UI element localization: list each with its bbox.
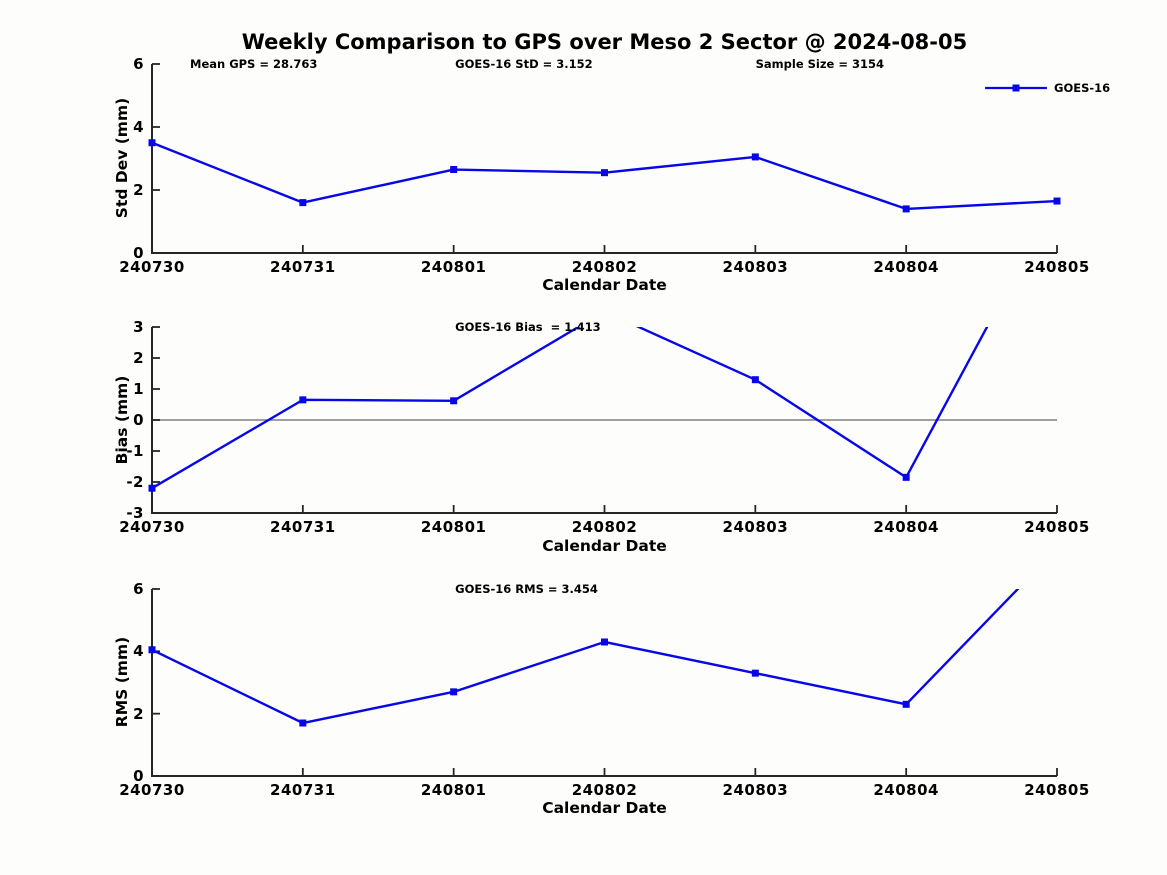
y-tick-label: 0 (133, 244, 144, 262)
x-tick-label: 240802 (571, 518, 638, 536)
axis-spine (151, 64, 1057, 254)
x-tick-label: 240731 (270, 258, 336, 276)
x-tick-label: 240730 (119, 518, 185, 536)
y-tick-label: 4 (133, 118, 144, 136)
data-point-marker (450, 166, 458, 174)
data-point-marker (1053, 197, 1061, 205)
data-point-marker (902, 473, 910, 481)
data-line (151, 327, 989, 490)
y-tick-label: 6 (133, 55, 144, 73)
x-tick-label: 240802 (571, 781, 638, 799)
xlabel-std-dev: Calendar Date (542, 276, 667, 294)
x-tick-label: 240803 (722, 518, 789, 536)
ylabel-rms: RMS (mm) (113, 636, 131, 728)
x-tick-label: 240805 (1024, 258, 1090, 276)
data-point-marker (902, 700, 910, 708)
x-tick-label: 240801 (420, 518, 487, 536)
xlabel-bias: Calendar Date (542, 537, 667, 555)
y-tick-label: 2 (133, 704, 144, 723)
x-tick-label: 240805 (1024, 781, 1090, 799)
x-tick-label: 240802 (571, 258, 638, 276)
data-point-marker (148, 484, 156, 492)
x-tick-label: 240801 (420, 781, 487, 799)
data-point-marker (148, 139, 156, 147)
y-tick-label: -3 (126, 504, 144, 522)
axis-spine (151, 589, 1057, 777)
data-point-marker (450, 397, 458, 405)
data-line (151, 589, 1020, 725)
data-point-marker (902, 205, 910, 213)
x-tick-label: 240730 (119, 781, 185, 799)
x-tick-label: 240731 (270, 781, 336, 799)
y-tick-label: 2 (133, 349, 144, 367)
data-point-marker (299, 719, 307, 727)
y-tick-label: 0 (133, 767, 144, 785)
data-point-marker (751, 669, 759, 677)
y-tick-label: 0 (133, 411, 144, 429)
x-tick-label: 240804 (873, 781, 939, 799)
y-tick-label: -1 (126, 442, 144, 460)
data-point-marker (751, 153, 759, 161)
x-tick-label: 240803 (722, 258, 789, 276)
figure-title: Weekly Comparison to GPS over Meso 2 Sec… (241, 30, 968, 54)
data-point-marker (601, 638, 608, 646)
ylabel-std-dev: Std Dev (mm) (113, 97, 131, 219)
data-point-marker (601, 169, 608, 177)
y-tick-label: -2 (126, 473, 144, 491)
annotation-sample-size: Sample Size = 3154 (755, 57, 884, 71)
x-tick-label: 240730 (119, 258, 185, 276)
legend-label: GOES-16 (1054, 81, 1111, 95)
x-tick-label: 240805 (1024, 518, 1090, 536)
data-point-marker (450, 688, 458, 696)
annotation-goes16-rms: GOES-16 RMS = 3.454 (455, 582, 598, 596)
data-point-marker (299, 199, 307, 207)
annotation-mean-gps: Mean GPS = 28.763 (190, 57, 318, 71)
y-tick-label: 6 (133, 580, 144, 598)
y-tick-label: 2 (133, 181, 144, 199)
y-tick-label: 4 (133, 642, 144, 661)
x-tick-label: 240804 (873, 518, 939, 536)
data-point-marker (751, 376, 759, 384)
legend-line-sample-icon (985, 84, 1047, 92)
legend: GOES-16 (984, 81, 1110, 95)
y-tick-label: 3 (133, 318, 144, 336)
x-tick-label: 240804 (873, 258, 939, 276)
x-tick-label: 240803 (722, 781, 789, 799)
annotation-goes16-bias: GOES-16 Bias = 1.413 (455, 320, 601, 334)
xlabel-rms: Calendar Date (542, 799, 667, 817)
annotation-goes16-std: GOES-16 StD = 3.152 (455, 57, 593, 71)
y-tick-label: 1 (133, 380, 144, 398)
x-tick-label: 240731 (270, 518, 336, 536)
data-point-marker (148, 646, 156, 654)
x-tick-label: 240801 (420, 258, 487, 276)
data-point-marker (299, 396, 307, 404)
